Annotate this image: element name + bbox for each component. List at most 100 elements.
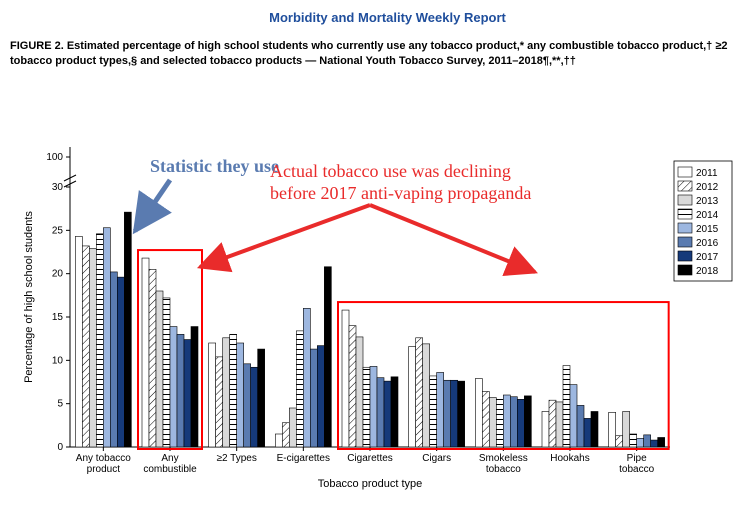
- bar: [117, 277, 124, 447]
- category-label: Hookahs: [550, 453, 589, 464]
- bar: [503, 395, 510, 447]
- bar: [282, 422, 289, 446]
- ytick-label: 25: [52, 225, 64, 236]
- bar: [237, 343, 244, 447]
- bar: [451, 380, 458, 447]
- bar: [163, 298, 170, 447]
- category-label: Any tobacco: [76, 453, 131, 464]
- bar: [317, 345, 324, 446]
- annotation-arrow: [200, 205, 370, 267]
- legend-swatch: [678, 251, 692, 261]
- bar: [275, 434, 282, 447]
- bar: [644, 435, 651, 447]
- bar: [430, 376, 437, 447]
- bar: [416, 337, 423, 446]
- bar: [149, 269, 156, 447]
- bar: [570, 384, 577, 446]
- bar: [349, 325, 356, 446]
- bar: [489, 397, 496, 446]
- bar: [251, 367, 258, 447]
- bar: [170, 326, 177, 446]
- bar: [577, 405, 584, 447]
- bar: [556, 402, 563, 447]
- legend-label: 2018: [696, 266, 719, 277]
- legend-label: 2015: [696, 224, 719, 235]
- bar: [475, 378, 482, 446]
- bar: [409, 346, 416, 447]
- legend-swatch: [678, 195, 692, 205]
- bar: [258, 349, 265, 447]
- legend-label: 2012: [696, 182, 719, 193]
- bar: [124, 212, 131, 447]
- legend-label: 2014: [696, 210, 719, 221]
- bar: [524, 396, 531, 447]
- bar: [310, 349, 317, 447]
- legend-swatch: [678, 167, 692, 177]
- bar: [623, 411, 630, 447]
- bar: [156, 291, 163, 447]
- category-label: Pipe: [627, 453, 647, 464]
- bar: [591, 411, 598, 447]
- bar: [630, 434, 637, 447]
- bar: [356, 337, 363, 447]
- chart: 051015202530100Percentage of high school…: [10, 77, 745, 497]
- report-title: Morbidity and Mortality Weekly Report: [10, 10, 755, 25]
- bar: [542, 411, 549, 447]
- bar: [244, 363, 251, 446]
- ytick-label: 0: [57, 442, 63, 453]
- bar: [377, 377, 384, 446]
- annotation-red: Actual tobacco use was declining: [270, 161, 511, 181]
- bar: [549, 400, 556, 447]
- annotation-arrow: [135, 180, 170, 231]
- legend-swatch: [678, 237, 692, 247]
- bar: [658, 437, 665, 447]
- category-label: E-cigarettes: [277, 453, 330, 464]
- bar: [510, 396, 517, 446]
- bar: [609, 412, 616, 447]
- bar: [637, 438, 644, 447]
- legend-label: 2017: [696, 252, 719, 263]
- chart-svg: 051015202530100Percentage of high school…: [10, 77, 745, 497]
- ytick-label: 100: [46, 152, 63, 163]
- category-label: Cigarettes: [347, 453, 393, 464]
- bar: [303, 308, 310, 447]
- bar: [324, 266, 331, 446]
- ytick-label: 5: [57, 398, 63, 409]
- bar: [437, 372, 444, 447]
- ytick-label: 15: [52, 312, 64, 323]
- bar: [391, 376, 398, 446]
- bar: [82, 246, 89, 447]
- annotation-red: before 2017 anti-vaping propaganda: [270, 183, 531, 203]
- bar: [342, 310, 349, 447]
- category-label: Smokeless: [479, 453, 528, 464]
- bar: [96, 233, 103, 446]
- category-label: product: [87, 464, 121, 475]
- bar: [230, 334, 237, 447]
- x-axis-label: Tobacco product type: [318, 478, 423, 490]
- ytick-label: 20: [52, 268, 64, 279]
- bar: [584, 418, 591, 447]
- category-label: tobacco: [619, 464, 654, 475]
- bar: [223, 337, 230, 446]
- bar: [296, 331, 303, 447]
- bar: [384, 381, 391, 447]
- category-label: combustible: [143, 464, 197, 475]
- annotation-arrow: [370, 205, 535, 272]
- category-label: ≥2 Types: [217, 453, 257, 464]
- bar: [184, 339, 191, 446]
- bar: [458, 381, 465, 447]
- y-axis-label: Percentage of high school students: [23, 210, 35, 382]
- legend-swatch: [678, 209, 692, 219]
- bar: [289, 408, 296, 447]
- bar: [444, 380, 451, 447]
- bar: [103, 227, 110, 446]
- legend-swatch: [678, 181, 692, 191]
- bar: [75, 236, 82, 447]
- legend-swatch: [678, 223, 692, 233]
- figure-caption: FIGURE 2. Estimated percentage of high s…: [10, 39, 755, 69]
- ytick-label: 10: [52, 355, 64, 366]
- category-label: Any: [161, 453, 178, 464]
- bar: [216, 357, 223, 447]
- bar: [616, 435, 623, 446]
- bar: [142, 258, 149, 447]
